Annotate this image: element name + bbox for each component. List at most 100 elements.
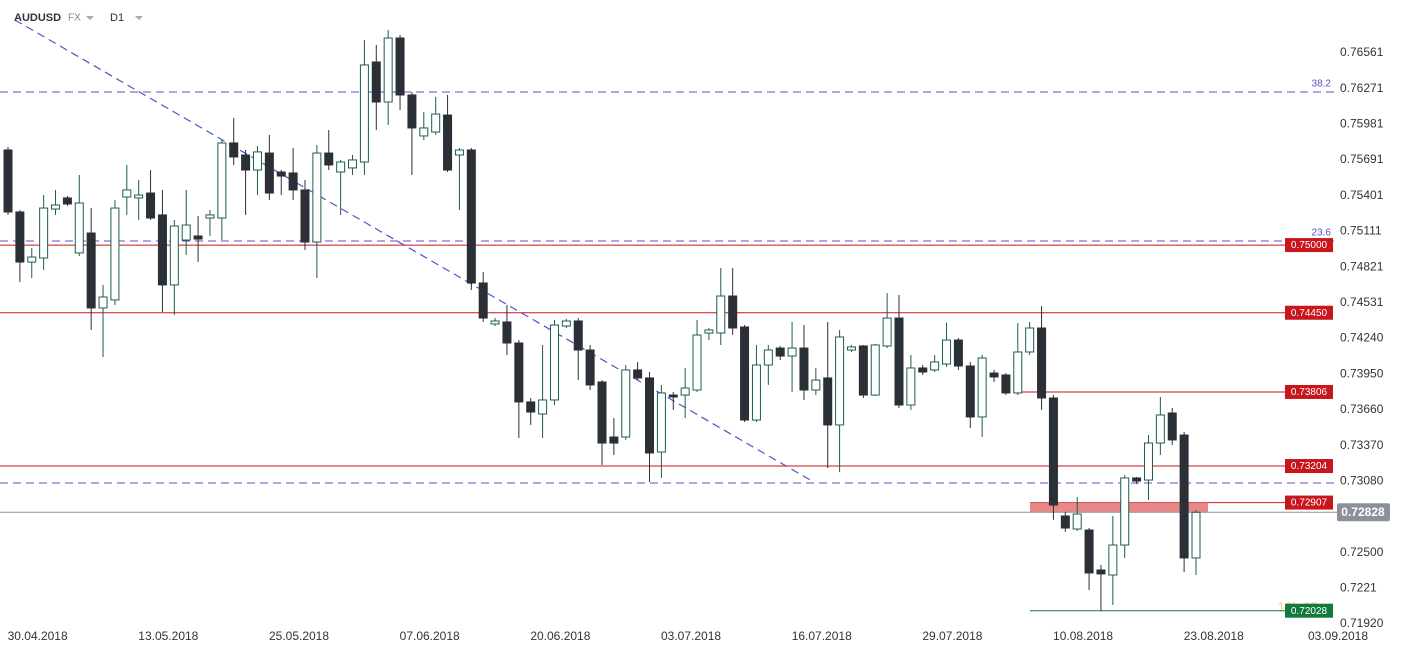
- dropdown-arrow[interactable]: [86, 16, 94, 20]
- y-tick-label: 0.71920: [1340, 616, 1384, 630]
- candle-body: [62, 197, 72, 205]
- candle-body: [134, 194, 144, 199]
- market[interactable]: FX: [68, 13, 81, 24]
- candle-body: [146, 192, 156, 219]
- candle-body: [74, 202, 84, 254]
- y-tick-label: 0.75691: [1340, 152, 1384, 166]
- candle-body: [633, 369, 643, 379]
- dropdown-arrow[interactable]: [135, 16, 143, 20]
- candle-body: [217, 142, 227, 219]
- candle-body: [478, 282, 488, 319]
- candle-body: [823, 377, 833, 426]
- level-label: 0.73806: [1291, 387, 1328, 398]
- y-tick-label: 0.7221: [1340, 580, 1377, 594]
- candle-body: [336, 161, 346, 173]
- candle-body: [1132, 477, 1142, 482]
- candle-body: [846, 346, 856, 351]
- level-label: 0.75000: [1291, 240, 1328, 251]
- candle-body: [169, 225, 179, 286]
- candle-body: [668, 394, 678, 398]
- candle-body: [894, 317, 904, 406]
- y-tick-label: 0.73370: [1340, 438, 1384, 452]
- candle-body: [656, 392, 666, 453]
- candle-body: [787, 347, 797, 357]
- candle-body: [39, 207, 49, 259]
- x-tick-label: 25.05.2018: [269, 629, 329, 643]
- candle-body: [930, 361, 940, 371]
- candle-body: [989, 372, 999, 378]
- candle-body: [431, 113, 441, 133]
- candle-body: [740, 326, 750, 421]
- candle-body: [86, 232, 96, 309]
- zone: [1030, 502, 1208, 513]
- candle-body: [1072, 513, 1082, 530]
- candle-body: [918, 367, 928, 373]
- candle-body: [3, 149, 13, 213]
- y-tick-label: 0.73080: [1340, 473, 1384, 487]
- candle-body: [229, 142, 239, 158]
- x-tick-label: 23.08.2018: [1184, 629, 1244, 643]
- candle-body: [15, 211, 25, 263]
- candle-body: [252, 151, 262, 171]
- x-tick-label: 30.04.2018: [8, 629, 68, 643]
- low-label: 0.72028: [1291, 606, 1328, 617]
- candle-body: [193, 235, 203, 240]
- candle-body: [799, 347, 809, 391]
- candle-body: [1096, 569, 1106, 575]
- candle-body: [371, 61, 381, 103]
- y-tick-label: 0.74821: [1340, 259, 1384, 273]
- candle-body: [1155, 414, 1165, 444]
- candle-body: [51, 204, 61, 210]
- y-tick-label: 0.72500: [1340, 545, 1384, 559]
- candle-body: [157, 214, 167, 286]
- candle-body: [1037, 327, 1047, 399]
- candle-body: [502, 321, 512, 344]
- candle-body: [538, 399, 548, 415]
- candle-body: [407, 94, 417, 129]
- candle-body: [645, 377, 655, 454]
- candle-body: [466, 149, 476, 284]
- candle-body: [1048, 397, 1058, 506]
- candle-body: [1108, 544, 1118, 576]
- interval[interactable]: D1: [110, 12, 124, 24]
- candle-body: [181, 224, 191, 241]
- y-tick-label: 0.75111: [1340, 224, 1382, 238]
- last-price-tag: [1337, 503, 1390, 522]
- candle-body: [276, 171, 286, 177]
- candle-body: [490, 320, 500, 325]
- candle-body: [680, 387, 690, 396]
- level-label: 0.72907: [1291, 498, 1328, 509]
- candle-body: [965, 365, 975, 418]
- low-tag: [1285, 603, 1333, 618]
- candle-body: [1060, 515, 1070, 529]
- last-price-label: 0.72828: [1341, 505, 1385, 519]
- level-tag: [1285, 384, 1333, 399]
- x-tick-label: 16.07.2018: [792, 629, 852, 643]
- candle-body: [763, 349, 773, 366]
- candle-body: [300, 189, 310, 243]
- candle-body: [1013, 351, 1023, 394]
- candle-body: [443, 114, 453, 171]
- candle-body: [1191, 511, 1201, 559]
- candle-body: [858, 345, 868, 396]
- level-label: 0.73204: [1291, 461, 1328, 472]
- candle-body: [870, 344, 880, 396]
- candle-body: [775, 347, 785, 357]
- candle-body: [312, 152, 322, 243]
- y-tick-label: 0.74240: [1340, 331, 1384, 345]
- candle-body: [324, 152, 334, 166]
- candle-body: [514, 342, 524, 403]
- candle-body: [348, 159, 358, 169]
- candle-body: [27, 256, 37, 263]
- y-tick-label: 0.76271: [1340, 81, 1384, 95]
- symbol[interactable]: AUDUSD: [14, 12, 61, 24]
- candle-body: [728, 295, 738, 329]
- candle-body: [1084, 529, 1094, 574]
- candle-body: [1120, 477, 1130, 546]
- candle-body: [692, 334, 702, 391]
- x-tick-label: 20.06.2018: [530, 629, 590, 643]
- x-tick-label: 07.06.2018: [400, 629, 460, 643]
- candle-body: [942, 339, 952, 365]
- candle-body: [977, 357, 987, 418]
